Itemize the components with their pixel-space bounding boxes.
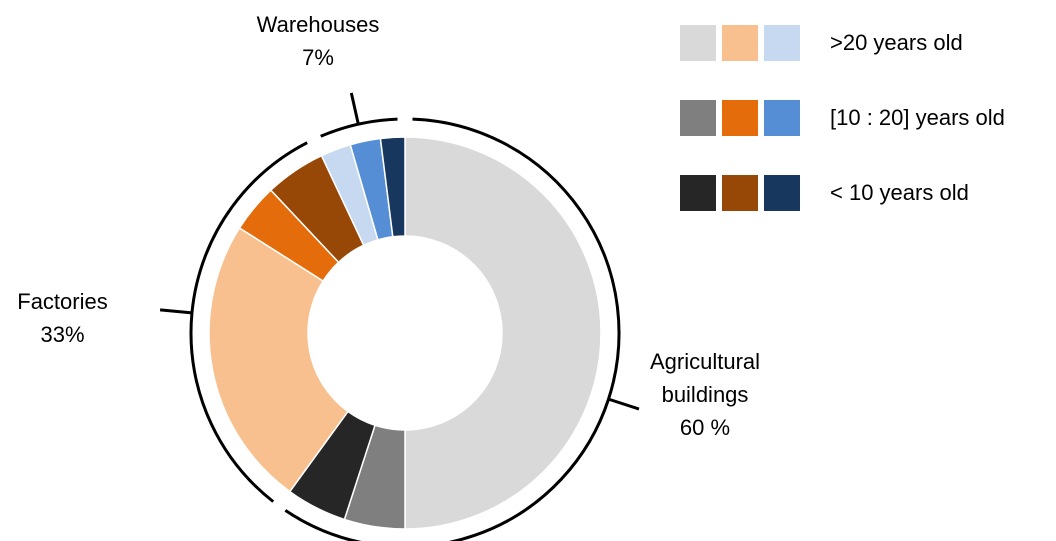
legend-label: < 10 years old <box>830 180 969 205</box>
leader-line <box>159 308 193 315</box>
legend-swatch <box>764 100 800 136</box>
group-name: Agricultural buildings <box>649 349 761 407</box>
wedge <box>404 136 602 530</box>
legend-swatch <box>722 25 758 61</box>
wedge <box>379 136 406 238</box>
legend-swatch <box>722 175 758 211</box>
leader-line <box>349 92 360 125</box>
group-value: 33% <box>40 322 85 347</box>
group-label: Warehouses 7% <box>248 8 388 74</box>
group-name: Warehouses <box>256 12 380 37</box>
group-bracket <box>284 117 621 541</box>
leader-line <box>608 397 640 411</box>
group-bracket <box>189 141 308 503</box>
group-label: Agricultural buildings 60 % <box>600 345 810 444</box>
legend-swatch <box>680 100 716 136</box>
group-value: 60 % <box>679 415 731 440</box>
group-name: Factories <box>17 289 108 314</box>
group-label: Factories 33% <box>0 285 125 351</box>
wedge <box>208 226 350 493</box>
legend-swatch <box>680 25 716 61</box>
legend-label: [10 : 20] years old <box>830 105 1005 130</box>
legend-swatch <box>680 175 716 211</box>
legend-swatch <box>764 25 800 61</box>
legend-label: >20 years old <box>830 30 963 55</box>
group-value: 7% <box>302 45 334 70</box>
legend-swatch <box>722 100 758 136</box>
group-bracket <box>320 117 398 138</box>
legend-swatch <box>764 175 800 211</box>
